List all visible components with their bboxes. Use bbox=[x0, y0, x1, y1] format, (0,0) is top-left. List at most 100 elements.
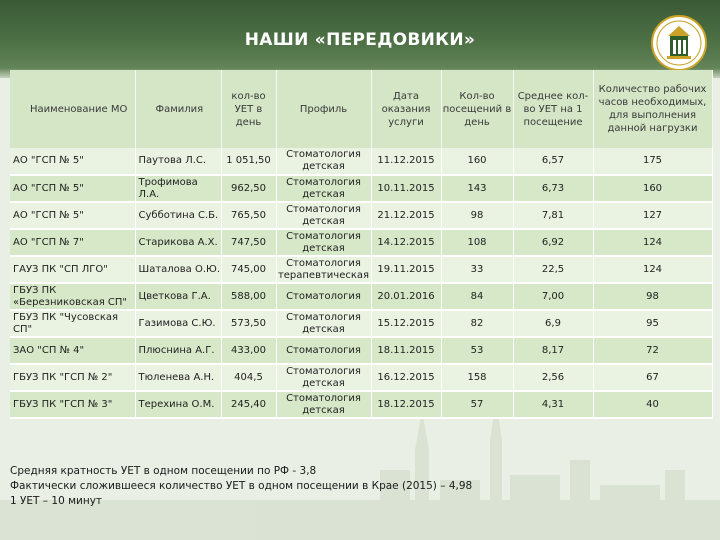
cell-hours: 124 bbox=[593, 229, 713, 257]
cell-avg-uet: 6,57 bbox=[513, 148, 594, 176]
cell-date: 11.12.2015 bbox=[371, 148, 442, 176]
cell-visits: 143 bbox=[441, 175, 514, 203]
cell-hours: 95 bbox=[593, 310, 713, 338]
cell-surname: Тюленева А.Н. bbox=[135, 364, 222, 392]
cell-visits: 82 bbox=[441, 310, 514, 338]
table-row: ГБУЗ ПК "ГСП № 3" Терехина О.М. 245,40 С… bbox=[10, 391, 713, 419]
cell-surname: Терехина О.М. bbox=[135, 391, 222, 419]
cell-visits: 98 bbox=[441, 202, 514, 230]
cell-visits: 84 bbox=[441, 283, 514, 311]
cell-uet: 962,50 bbox=[221, 175, 277, 203]
cell-avg-uet: 6,92 bbox=[513, 229, 594, 257]
cell-uet: 1 051,50 bbox=[221, 148, 277, 176]
cell-org: АО "ГСП № 5" bbox=[10, 148, 136, 176]
cell-avg-uet: 22,5 bbox=[513, 256, 594, 284]
cell-hours: 127 bbox=[593, 202, 713, 230]
cell-org: АО "ГСП № 5" bbox=[10, 202, 136, 230]
cell-date: 21.12.2015 bbox=[371, 202, 442, 230]
footer-notes: Средняя кратность УЕТ в одном посещении … bbox=[10, 464, 550, 509]
cell-hours: 98 bbox=[593, 283, 713, 311]
cell-surname: Шаталова О.Ю. bbox=[135, 256, 222, 284]
leaders-table: Наименование МО Фамилия кол-во УЕТ в ден… bbox=[10, 70, 713, 419]
city-silhouette-background bbox=[0, 400, 720, 540]
cell-date: 10.11.2015 bbox=[371, 175, 442, 203]
column-header-uet-per-day: кол-во УЕТ в день bbox=[221, 70, 277, 148]
table-header-row: Наименование МО Фамилия кол-во УЕТ в ден… bbox=[10, 70, 713, 148]
cell-org: АО "ГСП № 5" bbox=[10, 175, 136, 203]
table-row: ГБУЗ ПК "Чусовская СП" Газимова С.Ю. 573… bbox=[10, 310, 713, 338]
cell-avg-uet: 8,17 bbox=[513, 337, 594, 365]
cell-org: ГАУЗ ПК "СП ЛГО" bbox=[10, 256, 136, 284]
table-row: АО "ГСП № 5" Субботина С.Б. 765,50 Стома… bbox=[10, 202, 713, 230]
cell-profile: Стоматология bbox=[276, 283, 372, 311]
cell-visits: 33 bbox=[441, 256, 514, 284]
footer-note-uet-minutes: 1 УЕТ – 10 минут bbox=[10, 495, 103, 507]
cell-visits: 158 bbox=[441, 364, 514, 392]
table-row: АО "ГСП № 5" Трофимова Л.А. 962,50 Стома… bbox=[10, 175, 713, 203]
cell-profile: Стоматология терапевтическая bbox=[276, 256, 372, 284]
column-header-surname: Фамилия bbox=[135, 70, 222, 148]
cell-profile: Стоматология детская bbox=[276, 229, 372, 257]
cell-uet: 745,00 bbox=[221, 256, 277, 284]
cell-uet: 433,00 bbox=[221, 337, 277, 365]
cell-uet: 245,40 bbox=[221, 391, 277, 419]
cell-profile: Стоматология детская bbox=[276, 202, 372, 230]
cell-org: ГБУЗ ПК "ГСП № 3" bbox=[10, 391, 136, 419]
column-header-mo: Наименование МО bbox=[10, 70, 136, 148]
cell-profile: Стоматология детская bbox=[276, 364, 372, 392]
cell-profile: Стоматология детская bbox=[276, 391, 372, 419]
cell-hours: 72 bbox=[593, 337, 713, 365]
column-header-work-hours: Количество рабочих часов необходимых, дл… bbox=[593, 70, 713, 148]
cell-uet: 573,50 bbox=[221, 310, 277, 338]
cell-date: 15.12.2015 bbox=[371, 310, 442, 338]
cell-hours: 40 bbox=[593, 391, 713, 419]
cell-visits: 57 bbox=[441, 391, 514, 419]
column-header-profile: Профиль bbox=[276, 70, 372, 148]
cell-date: 18.11.2015 bbox=[371, 337, 442, 365]
cell-surname: Плюснина А.Г. bbox=[135, 337, 222, 365]
cell-visits: 108 bbox=[441, 229, 514, 257]
column-header-date: Дата оказания услуги bbox=[371, 70, 442, 148]
cell-hours: 175 bbox=[593, 148, 713, 176]
page-title: НАШИ «ПЕРЕДОВИКИ» bbox=[244, 30, 476, 50]
cell-uet: 588,00 bbox=[221, 283, 277, 311]
cell-org: ГБУЗ ПК "Чусовская СП" bbox=[10, 310, 136, 338]
table-row: АО "ГСП № 5" Паутова Л.С. 1 051,50 Стома… bbox=[10, 148, 713, 176]
cell-surname: Паутова Л.С. bbox=[135, 148, 222, 176]
cell-avg-uet: 2,56 bbox=[513, 364, 594, 392]
footer-note-rf-average: Средняя кратность УЕТ в одном посещении … bbox=[10, 465, 317, 477]
cell-surname: Трофимова Л.А. bbox=[135, 175, 222, 203]
cell-uet: 765,50 bbox=[221, 202, 277, 230]
cell-date: 18.12.2015 bbox=[371, 391, 442, 419]
cell-avg-uet: 6,9 bbox=[513, 310, 594, 338]
emblem-logo-icon bbox=[651, 15, 707, 71]
table-row: ГБУЗ ПК «Березниковская СП" Цветкова Г.А… bbox=[10, 283, 713, 311]
cell-org: ГБУЗ ПК "ГСП № 2" bbox=[10, 364, 136, 392]
cell-org: АО "ГСП № 7" bbox=[10, 229, 136, 257]
table-row: ГБУЗ ПК "ГСП № 2" Тюленева А.Н. 404,5 Ст… bbox=[10, 364, 713, 392]
cell-org: ГБУЗ ПК «Березниковская СП" bbox=[10, 283, 136, 311]
cell-profile: Стоматология детская bbox=[276, 148, 372, 176]
cell-profile: Стоматология детская bbox=[276, 175, 372, 203]
cell-date: 14.12.2015 bbox=[371, 229, 442, 257]
cell-date: 16.12.2015 bbox=[371, 364, 442, 392]
footer-note-region-actual: Фактически сложившееся количество УЕТ в … bbox=[10, 480, 473, 492]
cell-uet: 747,50 bbox=[221, 229, 277, 257]
cell-avg-uet: 4,31 bbox=[513, 391, 594, 419]
cell-avg-uet: 7,81 bbox=[513, 202, 594, 230]
cell-date: 20.01.2016 bbox=[371, 283, 442, 311]
cell-hours: 160 bbox=[593, 175, 713, 203]
cell-hours: 124 bbox=[593, 256, 713, 284]
cell-surname: Субботина С.Б. bbox=[135, 202, 222, 230]
cell-visits: 53 bbox=[441, 337, 514, 365]
table-row: АО "ГСП № 7" Старикова А.Х. 747,50 Стома… bbox=[10, 229, 713, 257]
table-row: ЗАО "СП № 4" Плюснина А.Г. 433,00 Стомат… bbox=[10, 337, 713, 365]
column-header-visits: Кол-во посещений в день bbox=[441, 70, 514, 148]
cell-profile: Стоматология bbox=[276, 337, 372, 365]
cell-org: ЗАО "СП № 4" bbox=[10, 337, 136, 365]
column-header-avg-uet: Среднее кол-во УЕТ на 1 посещение bbox=[513, 70, 594, 148]
cell-surname: Газимова С.Ю. bbox=[135, 310, 222, 338]
cell-avg-uet: 7,00 bbox=[513, 283, 594, 311]
cell-avg-uet: 6,73 bbox=[513, 175, 594, 203]
cell-visits: 160 bbox=[441, 148, 514, 176]
